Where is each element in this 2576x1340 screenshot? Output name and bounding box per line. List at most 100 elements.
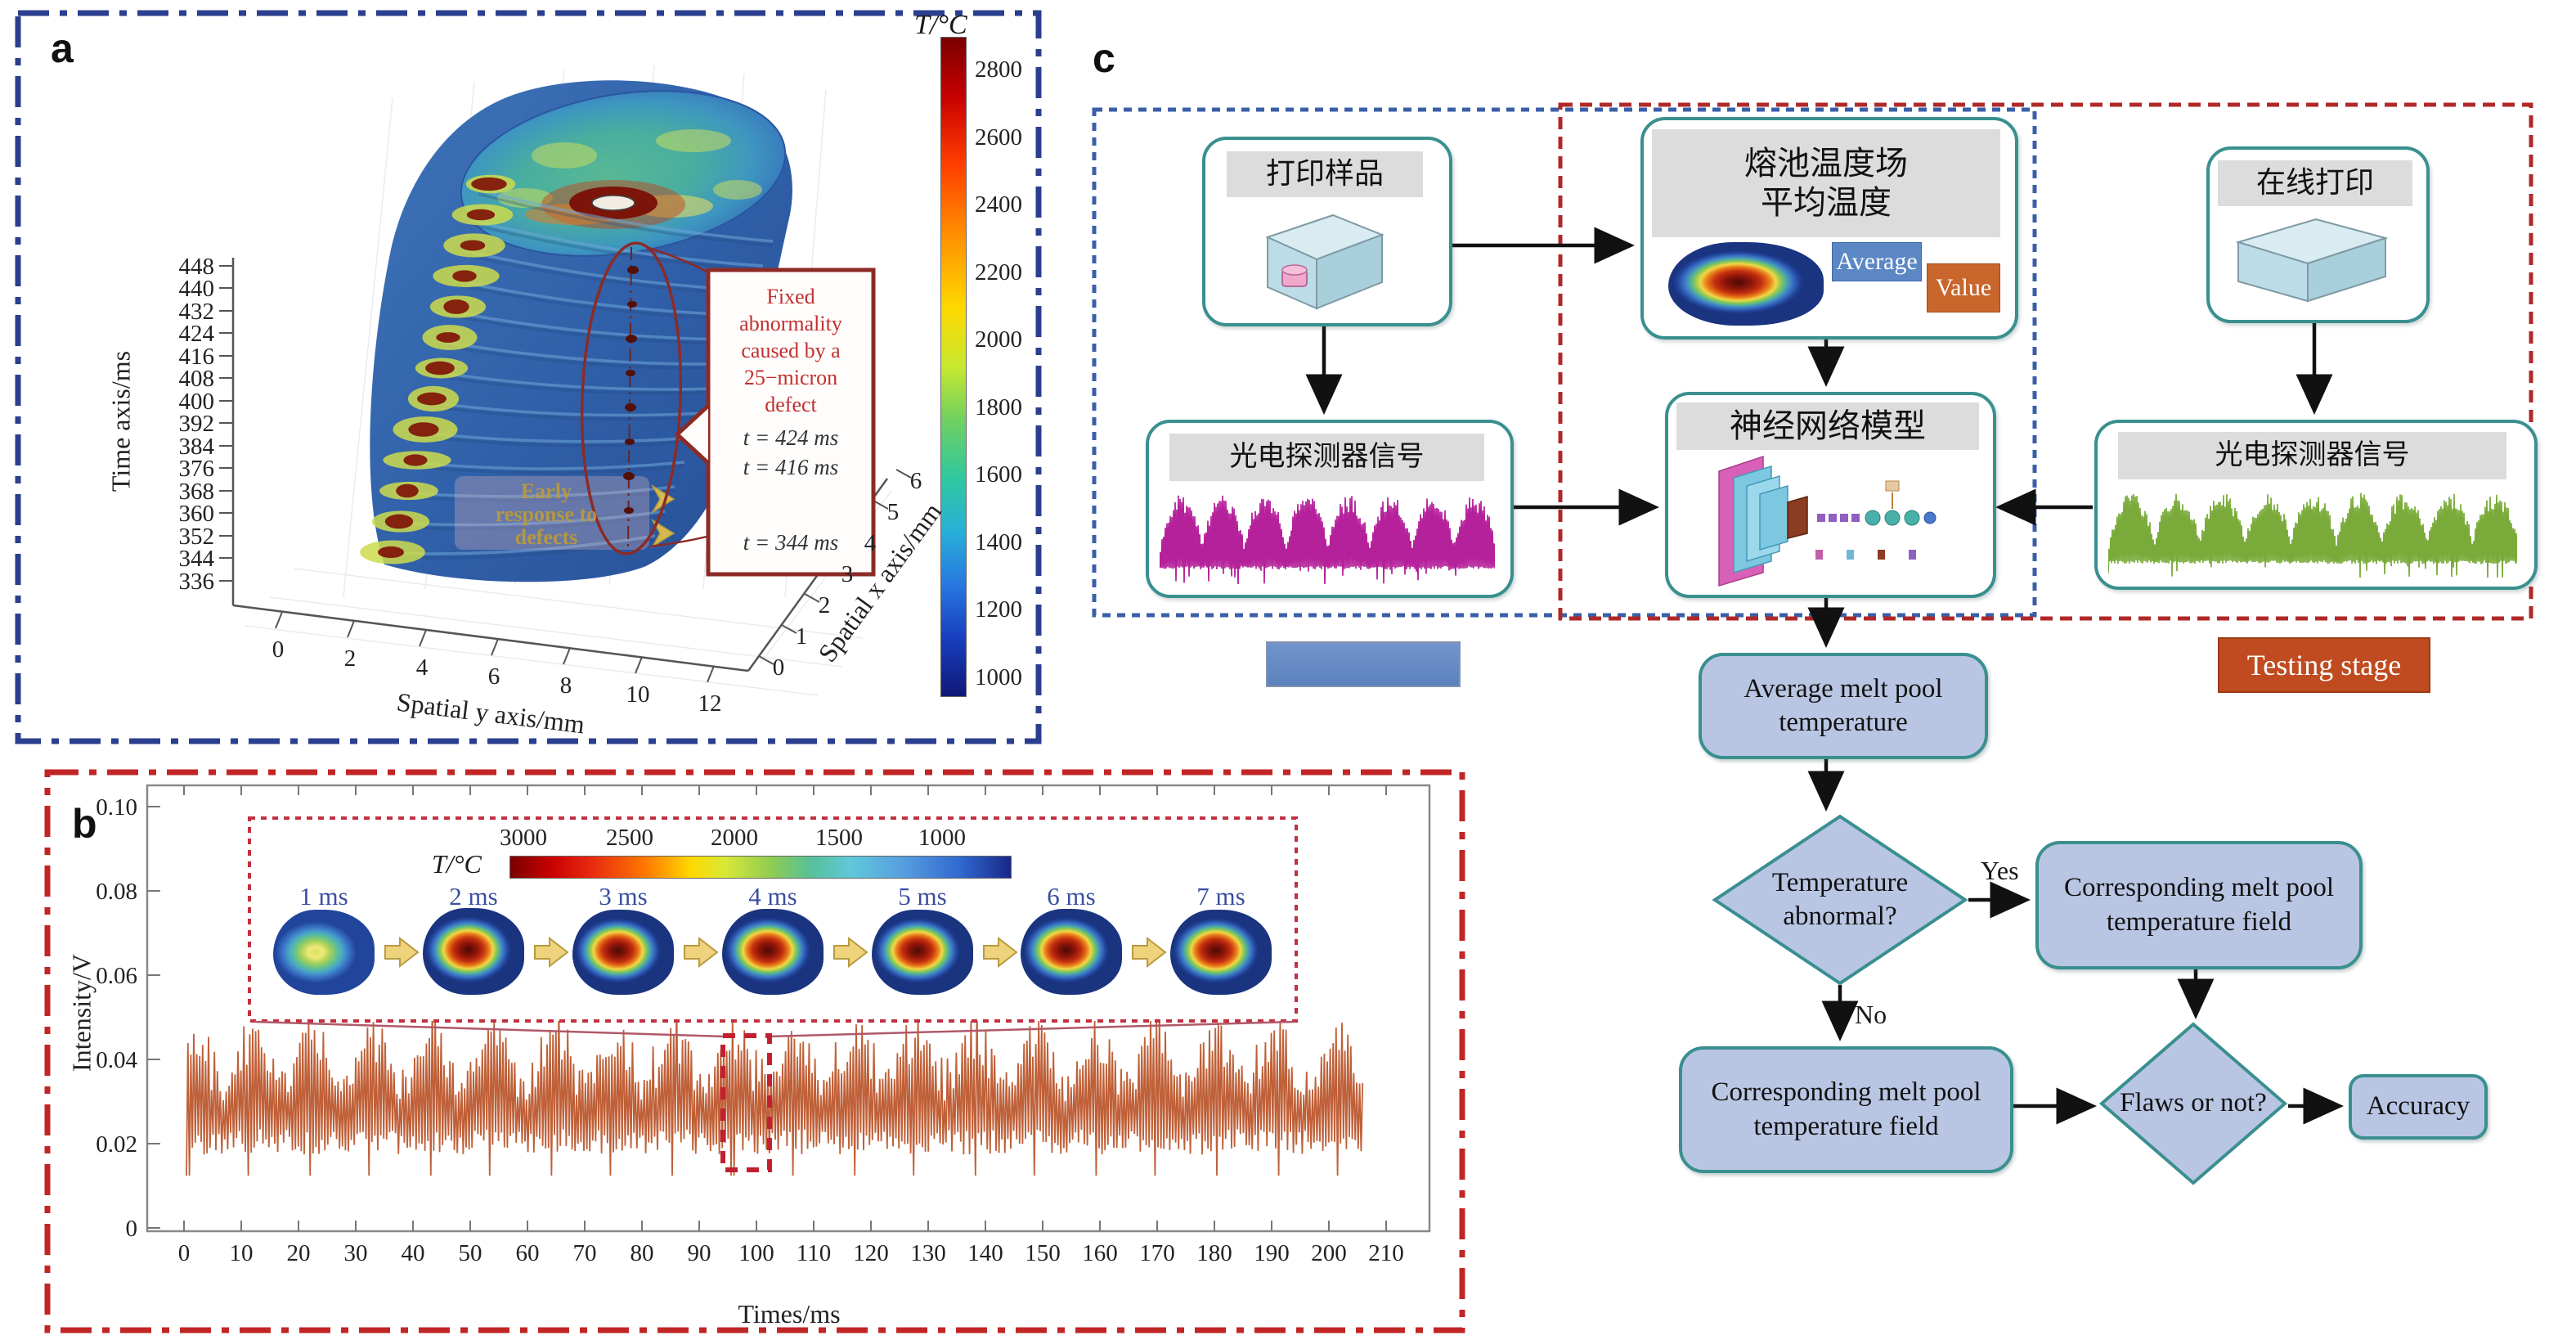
pd-signal-train-waveform	[1160, 495, 1495, 584]
melt-pool-frame-4ms	[722, 909, 824, 995]
b-y-tick: 0.02	[96, 1131, 137, 1158]
panel-b-plot-frame	[146, 784, 1431, 1233]
inset-cb-tick: 1500	[815, 825, 863, 851]
inset-cb-tick: 1000	[918, 825, 966, 851]
accuracy-text: Accuracy	[2366, 1091, 2471, 1122]
melt-pool-field-text2: 平均温度	[1761, 184, 1892, 221]
nn-model-label: 神经网络模型	[1676, 402, 1979, 450]
average-text: Average	[1836, 248, 1918, 275]
sx-tick: 3	[841, 561, 854, 587]
avg-melt-pool-temp-node: Average melt pool temperature	[1699, 653, 1988, 759]
field-yes-text: Corresponding melt pool temperature fiel…	[2064, 873, 2334, 937]
b-x-tick: 160	[1082, 1240, 1118, 1266]
b-y-tick: 0.04	[96, 1047, 137, 1073]
sy-tick: 12	[698, 690, 722, 717]
b-x-tick: 150	[1025, 1240, 1061, 1266]
cb-tick: 2200	[975, 259, 1022, 286]
sy-tick: 2	[343, 645, 357, 672]
b-x-tick: 130	[910, 1240, 946, 1266]
cb-tick: 1000	[975, 664, 1022, 690]
early-response-text: Early	[520, 479, 572, 503]
panel-a-border	[15, 10, 1042, 744]
frame-label: 4 ms	[748, 882, 797, 911]
cb-tick: 1200	[975, 596, 1022, 623]
time-tick: 368	[178, 479, 215, 505]
sy-tick: 10	[626, 681, 650, 708]
frame-label: 1 ms	[299, 882, 348, 911]
melt-pool-image	[1668, 242, 1824, 326]
inset-cb-tick: 2500	[606, 825, 653, 851]
x-axis-label: Times/ms	[738, 1299, 841, 1329]
sx-tick: 1	[795, 623, 808, 650]
pd-signal-test-waveform	[2108, 492, 2517, 578]
training-stage-marker	[1266, 641, 1461, 687]
pd-signal-test-text: 光电探测器信号	[2215, 439, 2410, 470]
b-x-tick: 180	[1196, 1240, 1232, 1266]
melt-pool-frame-5ms	[872, 910, 973, 995]
b-y-tick: 0	[125, 1216, 138, 1242]
b-x-tick: 110	[796, 1240, 832, 1266]
pd-signal-test-label: 光电探测器信号	[2118, 432, 2506, 479]
time-tick: 384	[178, 434, 215, 460]
annotation-time: t = 344 ms	[743, 530, 839, 555]
waveform-highlight-rect	[720, 1033, 772, 1172]
time-tick: 448	[178, 254, 215, 280]
field-yes-node: Corresponding melt pool temperature fiel…	[2035, 841, 2363, 969]
b-x-tick: 70	[572, 1240, 597, 1266]
testing-stage-text: Testing stage	[2246, 649, 2402, 681]
melt-pool-frame-7ms	[1170, 910, 1272, 995]
abnormality-callout-box	[675, 268, 876, 577]
no-label: No	[1855, 1000, 1887, 1029]
panel-a-letter: a	[51, 25, 74, 71]
time-tick: 376	[178, 456, 215, 482]
time-tick: 344	[178, 546, 215, 572]
annotation-line: caused by a	[741, 339, 841, 362]
cap-mottling	[497, 129, 762, 218]
flaws-label: Flaws or not?	[2120, 1088, 2267, 1118]
sx-tick: 2	[818, 592, 831, 618]
testing-stage-region-border	[1558, 102, 2533, 621]
b-x-tick: 80	[630, 1240, 654, 1266]
b-x-tick: 170	[1139, 1240, 1175, 1266]
b-x-tick: 120	[853, 1240, 889, 1266]
cb-tick: 1800	[975, 394, 1022, 420]
frame-label: 7 ms	[1196, 882, 1245, 911]
melt-pool-frame-1ms	[273, 910, 375, 995]
value-text: Value	[1935, 274, 1992, 301]
colorbar-title: T/°C	[914, 10, 967, 40]
accuracy-node: Accuracy	[2349, 1074, 2488, 1140]
melt-pool-frame-2ms	[423, 908, 524, 995]
time-tick: 360	[178, 501, 215, 527]
avg-melt-pool-temp-text: Average melt pool temperature	[1744, 673, 1943, 737]
melt-pool-3d-stack	[360, 80, 792, 582]
temp-abnormal-text: Temperature abnormal?	[1746, 851, 1934, 949]
b-x-tick: 90	[687, 1240, 711, 1266]
annotation-time: t = 416 ms	[743, 455, 839, 479]
sy-tick: 4	[415, 654, 429, 681]
time-tick: 424	[178, 321, 215, 347]
print-sample-label: 打印样品	[1227, 151, 1423, 197]
b-x-tick: 140	[967, 1240, 1003, 1266]
callout-line-right	[768, 1020, 1295, 1038]
time-tick: 408	[178, 366, 215, 392]
temp-abnormal-label: Temperature abnormal?	[1771, 867, 1909, 931]
frame-label: 2 ms	[449, 882, 498, 911]
online-print-label: 在线打印	[2218, 160, 2412, 206]
b-x-tick: 40	[401, 1240, 425, 1266]
time-axis-label: Time axis/ms	[105, 350, 136, 492]
inset-cb-tick: 2000	[711, 825, 758, 851]
b-x-tick: 100	[738, 1240, 774, 1266]
sx-tick: 6	[909, 468, 922, 494]
callout-line-left	[254, 1020, 725, 1038]
sx-tick: 5	[886, 499, 900, 525]
online-print-sample-icon	[2235, 218, 2389, 303]
value-box: Value	[1927, 263, 2000, 313]
annotation-time: t = 424 ms	[743, 425, 839, 450]
y-axis-label: Intensity/V	[66, 954, 96, 1072]
time-tick: 440	[178, 276, 215, 302]
frame-label: 5 ms	[898, 882, 947, 911]
sy-tick: 8	[559, 672, 572, 699]
training-stage-region-border	[1092, 107, 2037, 618]
temperature-abnormal-diamond	[1712, 814, 1968, 986]
